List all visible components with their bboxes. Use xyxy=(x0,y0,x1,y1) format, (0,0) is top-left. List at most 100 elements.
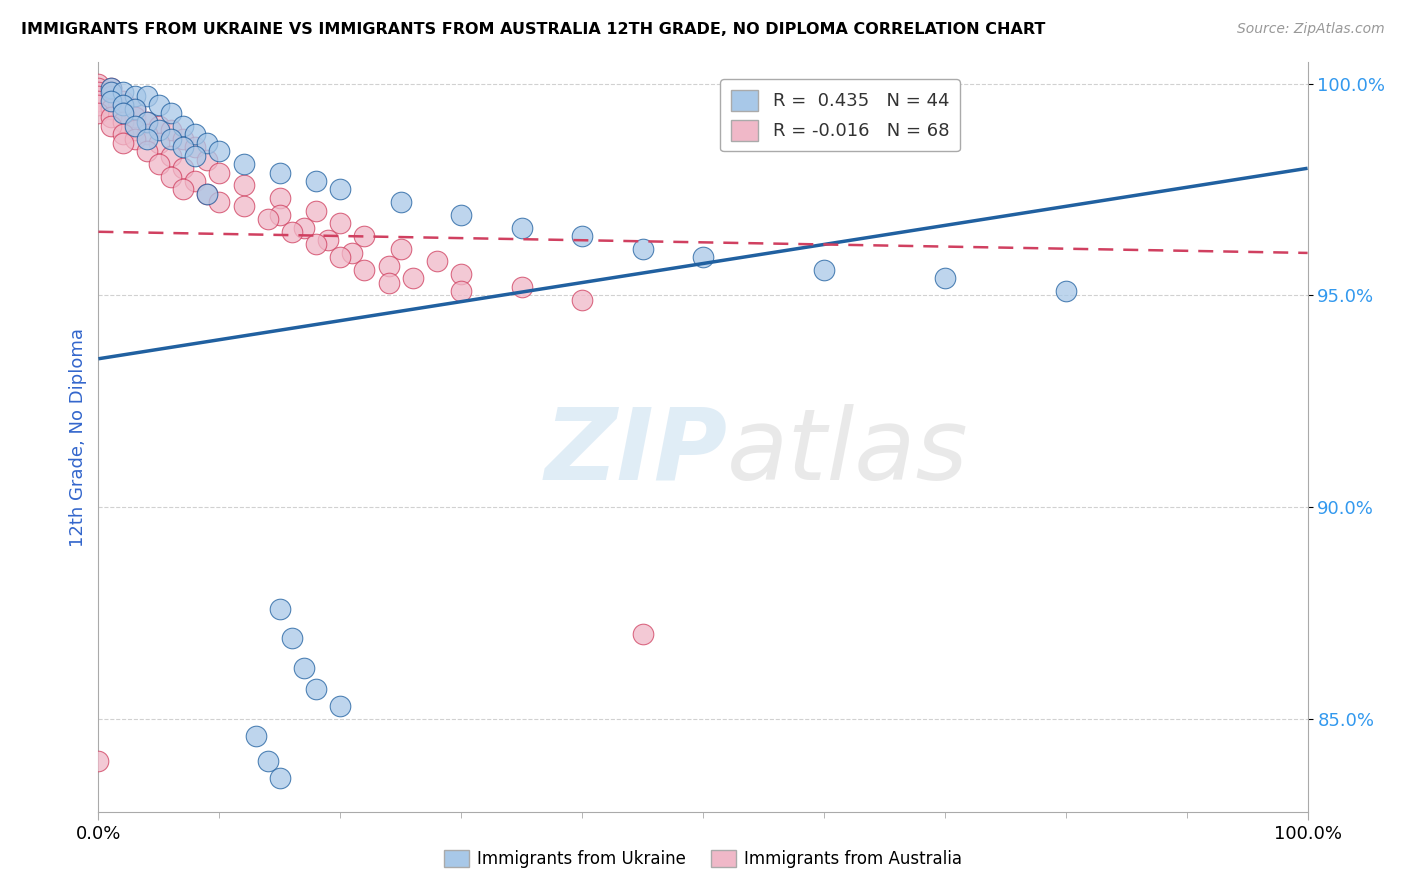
Point xyxy=(135,145,157,159)
Point xyxy=(172,131,194,145)
Point xyxy=(232,157,254,171)
Point xyxy=(135,89,157,103)
Point xyxy=(269,601,291,615)
Point xyxy=(111,94,134,108)
Point xyxy=(184,174,207,188)
Point xyxy=(87,97,110,112)
Point xyxy=(184,128,207,142)
Point xyxy=(124,111,146,125)
Point xyxy=(281,631,304,645)
Point xyxy=(124,89,146,103)
Point xyxy=(100,94,122,108)
Text: ZIP: ZIP xyxy=(544,403,727,500)
Point xyxy=(124,131,146,145)
Point xyxy=(232,199,254,213)
Point xyxy=(269,191,291,205)
Point xyxy=(111,128,134,142)
Point xyxy=(135,114,157,128)
Point xyxy=(111,106,134,120)
Point xyxy=(87,80,110,95)
Point xyxy=(135,114,157,128)
Point xyxy=(100,80,122,95)
Point xyxy=(111,85,134,99)
Point xyxy=(631,242,654,256)
Point xyxy=(124,102,146,116)
Point xyxy=(111,114,134,128)
Point xyxy=(160,148,183,162)
Point xyxy=(571,229,593,244)
Point xyxy=(148,119,170,133)
Point xyxy=(934,271,956,285)
Point xyxy=(281,225,304,239)
Point xyxy=(148,97,170,112)
Point xyxy=(329,182,352,196)
Point xyxy=(160,169,183,184)
Point xyxy=(124,123,146,137)
Text: Source: ZipAtlas.com: Source: ZipAtlas.com xyxy=(1237,22,1385,37)
Point xyxy=(269,208,291,222)
Legend: Immigrants from Ukraine, Immigrants from Australia: Immigrants from Ukraine, Immigrants from… xyxy=(437,843,969,875)
Point xyxy=(426,254,449,268)
Point xyxy=(353,229,375,244)
Point xyxy=(510,280,533,294)
Legend: R =  0.435   N = 44, R = -0.016   N = 68: R = 0.435 N = 44, R = -0.016 N = 68 xyxy=(720,79,960,152)
Point xyxy=(195,136,218,150)
Point xyxy=(111,106,134,120)
Point xyxy=(571,293,593,307)
Point xyxy=(377,276,399,290)
Point xyxy=(195,186,218,201)
Point xyxy=(245,729,267,743)
Point xyxy=(87,94,110,108)
Point xyxy=(172,119,194,133)
Point xyxy=(148,123,170,137)
Text: IMMIGRANTS FROM UKRAINE VS IMMIGRANTS FROM AUSTRALIA 12TH GRADE, NO DIPLOMA CORR: IMMIGRANTS FROM UKRAINE VS IMMIGRANTS FR… xyxy=(21,22,1046,37)
Text: atlas: atlas xyxy=(727,403,969,500)
Point xyxy=(342,246,364,260)
Point xyxy=(87,754,110,768)
Point xyxy=(100,102,122,116)
Point xyxy=(172,161,194,176)
Point xyxy=(208,145,231,159)
Point xyxy=(305,203,328,218)
Point xyxy=(100,80,122,95)
Point xyxy=(292,220,315,235)
Point xyxy=(100,85,122,99)
Point xyxy=(269,771,291,785)
Point xyxy=(208,195,231,210)
Point xyxy=(377,259,399,273)
Point xyxy=(329,216,352,230)
Point xyxy=(87,77,110,91)
Point xyxy=(813,263,835,277)
Point xyxy=(195,186,218,201)
Point xyxy=(124,102,146,116)
Point xyxy=(256,754,278,768)
Point xyxy=(111,97,134,112)
Point xyxy=(111,136,134,150)
Point xyxy=(305,681,328,696)
Point xyxy=(292,661,315,675)
Point xyxy=(87,89,110,103)
Point xyxy=(184,140,207,154)
Point xyxy=(269,165,291,179)
Point xyxy=(450,208,472,222)
Point xyxy=(353,263,375,277)
Point xyxy=(100,111,122,125)
Point xyxy=(305,237,328,252)
Point xyxy=(124,119,146,133)
Point xyxy=(402,271,425,285)
Point xyxy=(160,123,183,137)
Point xyxy=(1054,284,1077,298)
Point xyxy=(389,242,412,256)
Point xyxy=(316,233,339,247)
Point xyxy=(195,153,218,167)
Point xyxy=(111,97,134,112)
Point xyxy=(148,136,170,150)
Point xyxy=(100,94,122,108)
Point xyxy=(329,698,352,713)
Point xyxy=(100,119,122,133)
Point xyxy=(87,106,110,120)
Point xyxy=(450,284,472,298)
Point xyxy=(389,195,412,210)
Point xyxy=(135,131,157,145)
Point xyxy=(450,267,472,281)
